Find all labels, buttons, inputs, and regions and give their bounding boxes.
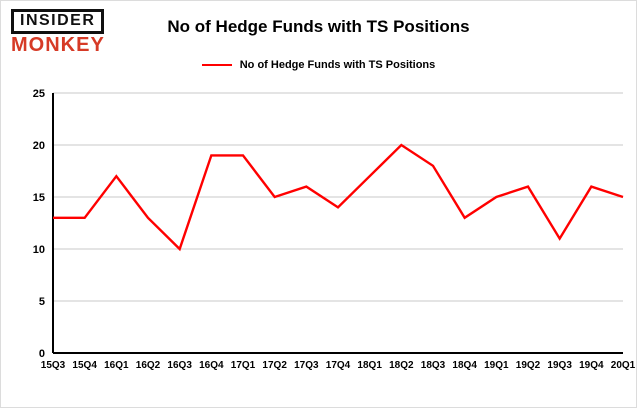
x-axis-tick-label: 15Q4 <box>72 360 97 371</box>
x-axis-tick-label: 17Q4 <box>326 360 351 371</box>
x-axis-tick-label: 19Q2 <box>516 360 541 371</box>
y-axis-tick-label: 0 <box>39 348 45 360</box>
x-axis-tick-label: 19Q1 <box>484 360 509 371</box>
insider-monkey-logo: INSIDER MONKEY <box>11 9 105 56</box>
x-axis-tick-label: 15Q3 <box>41 360 66 371</box>
x-axis-tick-label: 18Q2 <box>389 360 414 371</box>
x-axis-tick-label: 17Q2 <box>262 360 287 371</box>
x-axis-tick-label: 16Q4 <box>199 360 224 371</box>
x-axis-tick-label: 19Q4 <box>579 360 604 371</box>
x-axis-tick-label: 16Q3 <box>167 360 192 371</box>
chart-legend: No of Hedge Funds with TS Positions <box>1 59 636 71</box>
logo-monkey-text: MONKEY <box>11 33 105 56</box>
legend-label: No of Hedge Funds with TS Positions <box>239 59 436 71</box>
x-axis-tick-label: 17Q1 <box>231 360 256 371</box>
legend-line-swatch <box>201 64 232 66</box>
logo-insider-text: INSIDER <box>11 9 105 34</box>
y-axis-tick-label: 10 <box>33 244 45 256</box>
chart-svg: 0 5 10 15 20 25 15Q3 15Q4 16Q1 16Q2 16Q3 16Q4 17Q1 17… <box>33 88 636 371</box>
x-axis-tick-label: 19Q3 <box>547 360 572 371</box>
y-axis-tick-label: 25 <box>33 88 45 100</box>
x-axis-tick-label: 17Q3 <box>294 360 319 371</box>
x-axis-tick-label: 16Q2 <box>136 360 161 371</box>
x-axis-tick-label: 16Q1 <box>104 360 129 371</box>
x-axis-tick-label: 20Q1 <box>611 360 636 371</box>
chart-area: 0 5 10 15 20 25 15Q3 15Q4 16Q1 16Q2 16Q3 16Q4 17Q1 17… <box>1 81 636 407</box>
x-axis-tick-label: 18Q1 <box>357 360 382 371</box>
y-axis-tick-label: 5 <box>39 296 45 308</box>
y-axis-tick-label: 15 <box>33 192 45 204</box>
x-axis-tick-label: 18Q4 <box>452 360 477 371</box>
chart-title: No of Hedge Funds with TS Positions <box>167 17 470 36</box>
x-axis-tick-label: 18Q3 <box>421 360 446 371</box>
y-axis-tick-label: 20 <box>33 140 45 152</box>
data-line-series <box>53 143 624 252</box>
